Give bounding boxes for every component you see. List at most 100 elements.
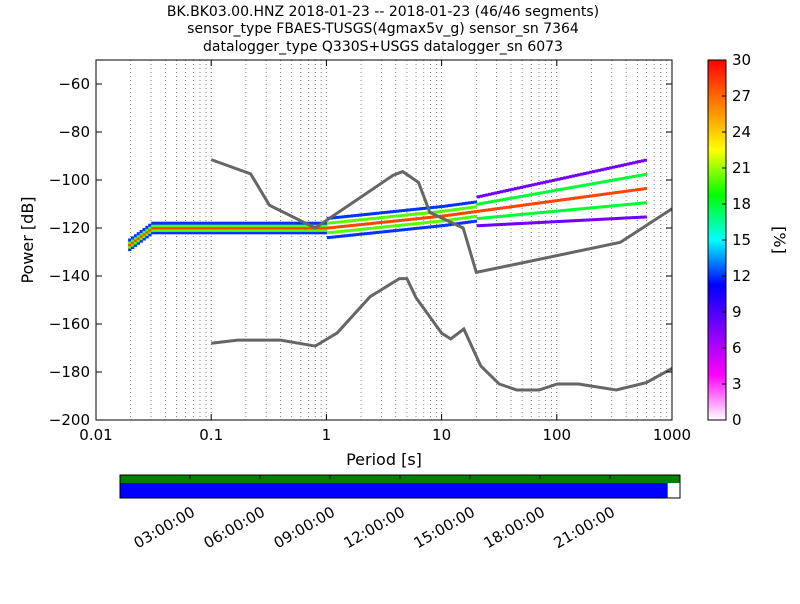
histogram-cell bbox=[283, 228, 287, 232]
histogram-cell bbox=[620, 216, 624, 220]
histogram-cell bbox=[545, 180, 550, 184]
histogram-cell bbox=[254, 224, 259, 228]
histogram-cell bbox=[531, 211, 535, 215]
histogram-cell bbox=[179, 226, 184, 230]
histogram-cell bbox=[332, 221, 336, 225]
histogram-cell bbox=[208, 226, 213, 230]
histogram-cell bbox=[562, 198, 567, 202]
histogram-cell bbox=[151, 228, 155, 232]
histogram-cell bbox=[637, 187, 642, 191]
histogram-cell bbox=[643, 158, 647, 162]
histogram-cell bbox=[511, 222, 515, 226]
histogram-cell bbox=[496, 207, 501, 211]
histogram-cell bbox=[594, 193, 598, 197]
histogram-cell bbox=[528, 221, 532, 225]
histogram-cell bbox=[522, 185, 526, 189]
histogram-cell bbox=[640, 173, 645, 177]
histogram-cell bbox=[243, 228, 247, 232]
histogram-cell bbox=[398, 228, 403, 232]
histogram-cell bbox=[162, 228, 166, 232]
histogram-cell bbox=[606, 192, 610, 196]
histogram-cell bbox=[453, 208, 457, 212]
histogram-cell bbox=[205, 228, 210, 232]
histogram-cell bbox=[433, 224, 437, 228]
histogram-cell bbox=[358, 218, 362, 222]
histogram-cell bbox=[479, 216, 483, 220]
histogram-cell bbox=[341, 229, 345, 233]
histogram-cell bbox=[490, 207, 495, 211]
histogram-cell bbox=[177, 226, 181, 230]
histogram-cell bbox=[162, 226, 166, 230]
histogram-cell bbox=[240, 221, 244, 225]
histogram-cell bbox=[280, 226, 285, 230]
histogram-cell bbox=[321, 231, 325, 235]
histogram-cell bbox=[269, 224, 273, 228]
histogram-cell bbox=[220, 221, 224, 225]
histogram-cell bbox=[470, 200, 475, 204]
histogram-cell bbox=[384, 210, 388, 214]
histogram-cell bbox=[338, 234, 342, 238]
histogram-cell bbox=[557, 198, 561, 202]
colorbar-tick-label: 18 bbox=[732, 195, 751, 213]
histogram-cell bbox=[165, 228, 169, 232]
histogram-cell bbox=[459, 207, 463, 211]
histogram-cell bbox=[479, 202, 483, 206]
histogram-cell bbox=[447, 223, 452, 227]
histogram-cell bbox=[254, 221, 259, 225]
histogram-cell bbox=[459, 202, 463, 206]
histogram-cell bbox=[208, 224, 213, 228]
histogram-cell bbox=[410, 222, 414, 226]
histogram-cell bbox=[185, 226, 190, 230]
histogram-cell bbox=[473, 210, 478, 214]
histogram-cell bbox=[283, 226, 287, 230]
histogram-cell bbox=[136, 239, 141, 243]
histogram-cell bbox=[303, 228, 308, 232]
histogram-cell bbox=[591, 206, 596, 210]
y-tick-label: −160 bbox=[49, 315, 90, 333]
histogram-cell bbox=[370, 212, 374, 216]
histogram-cell bbox=[346, 229, 351, 233]
histogram-cell bbox=[393, 209, 397, 213]
histogram-cell bbox=[130, 236, 135, 240]
histogram-cell bbox=[179, 228, 184, 232]
histogram-cell bbox=[629, 189, 633, 193]
histogram-cell bbox=[528, 183, 532, 187]
histogram-cell bbox=[174, 228, 178, 232]
histogram-cell bbox=[488, 192, 492, 196]
histogram-cell bbox=[341, 224, 345, 228]
histogram-cell bbox=[433, 210, 437, 214]
histogram-cell bbox=[482, 194, 486, 198]
histogram-cell bbox=[208, 221, 213, 225]
histogram-cell bbox=[358, 223, 362, 227]
histogram-cell bbox=[565, 186, 570, 190]
histogram-cell bbox=[568, 208, 573, 212]
histogram-cell bbox=[171, 224, 175, 228]
histogram-cell bbox=[444, 204, 449, 208]
plot-grid bbox=[95, 60, 668, 420]
histogram-cell bbox=[381, 215, 385, 219]
y-tick-label: −140 bbox=[49, 267, 90, 285]
histogram-cell bbox=[352, 233, 357, 237]
histogram-cell bbox=[525, 203, 529, 207]
histogram-cell bbox=[470, 215, 475, 219]
histogram-cell bbox=[611, 165, 616, 169]
histogram-cell bbox=[395, 214, 400, 218]
histogram-cell bbox=[367, 231, 371, 235]
histogram-cell bbox=[413, 217, 417, 221]
histogram-cell bbox=[516, 222, 521, 226]
histogram-cell bbox=[479, 224, 483, 228]
histogram-cell bbox=[286, 221, 290, 225]
histogram-cell bbox=[502, 214, 506, 218]
histogram-cell bbox=[309, 228, 313, 232]
histogram-cell bbox=[341, 234, 345, 238]
histogram-cell bbox=[280, 224, 285, 228]
histogram-cell bbox=[295, 224, 299, 228]
histogram-cell bbox=[456, 222, 460, 226]
histogram-cell bbox=[442, 219, 446, 223]
histogram-cell bbox=[283, 221, 287, 225]
histogram-cell bbox=[416, 207, 420, 211]
histogram-cell bbox=[168, 221, 172, 225]
colorbar-label: [%] bbox=[770, 226, 789, 254]
histogram-cell bbox=[355, 213, 359, 217]
